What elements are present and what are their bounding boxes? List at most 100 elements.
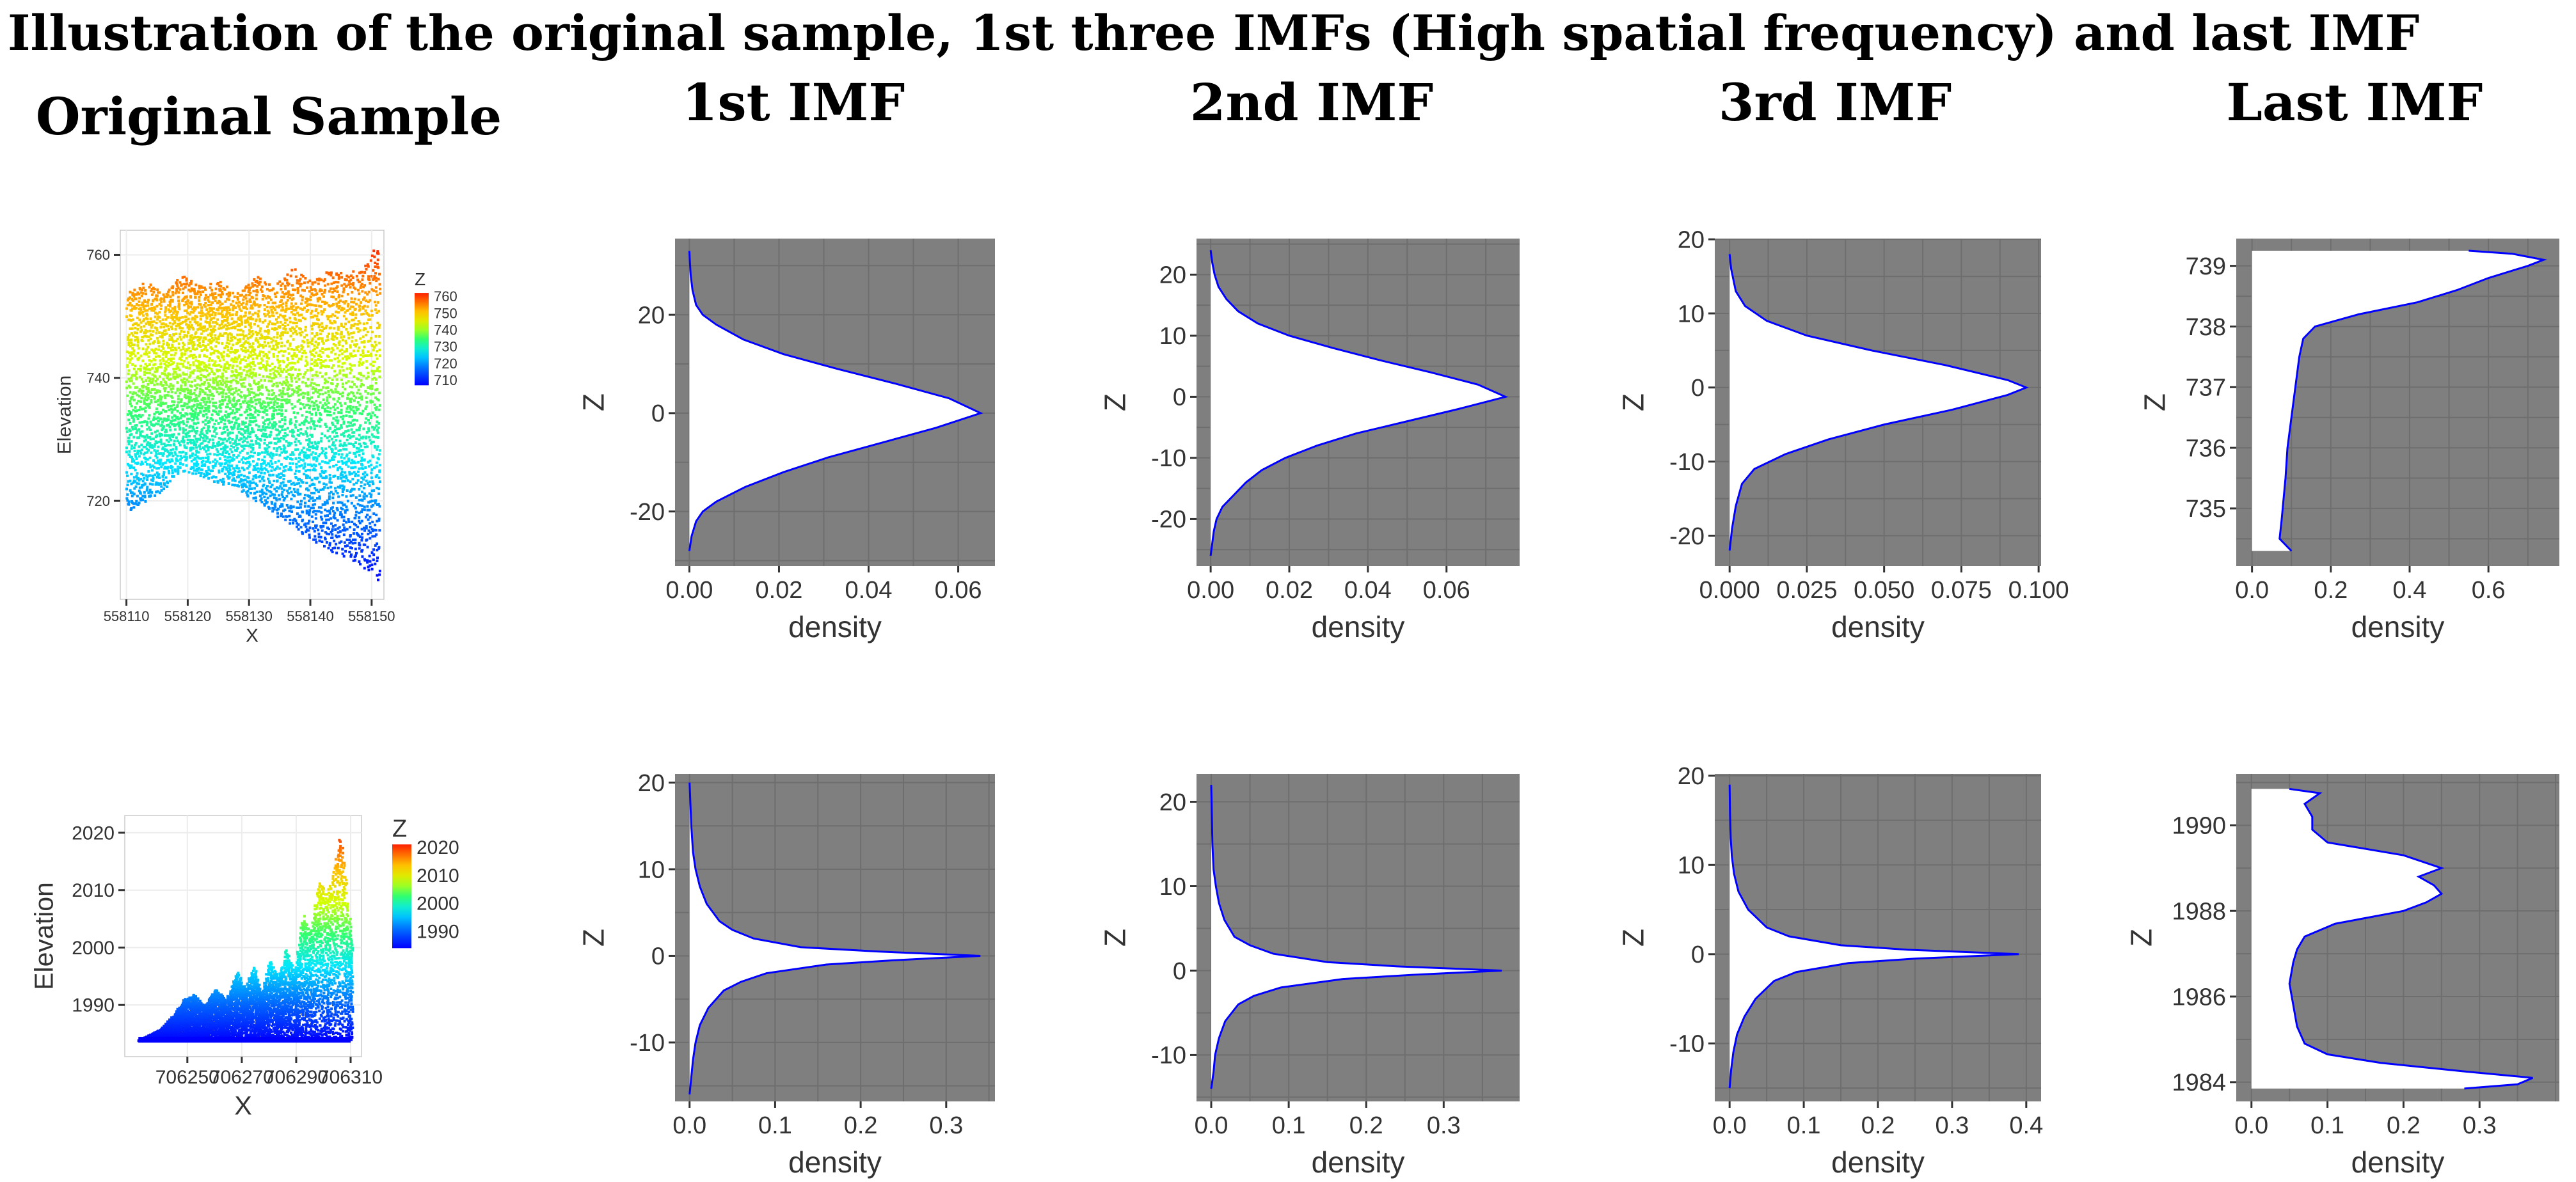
- scatter-point: [294, 457, 298, 461]
- scatter-point: [160, 485, 163, 488]
- scatter-point: [298, 398, 301, 402]
- scatter-point: [138, 445, 141, 448]
- scatter-point: [314, 477, 317, 480]
- scatter-point: [248, 445, 251, 448]
- scatter-point: [307, 505, 310, 508]
- scatter-point: [218, 284, 221, 287]
- scatter-point: [250, 397, 253, 400]
- scatter-point: [313, 401, 316, 404]
- scatter-point: [344, 444, 347, 447]
- scatter-point: [201, 290, 204, 294]
- scatter-point: [214, 336, 217, 340]
- scatter-point: [306, 363, 309, 366]
- scatter-point: [145, 443, 148, 446]
- scatter-point: [260, 402, 264, 406]
- scatter-point: [133, 487, 136, 490]
- scatter-point: [287, 468, 290, 471]
- scatter-point: [277, 372, 280, 375]
- scatter-point: [369, 500, 372, 503]
- scatter-point: [163, 487, 166, 491]
- scatter-point: [251, 416, 255, 419]
- scatter-point: [244, 365, 248, 368]
- scatter-point: [151, 464, 154, 468]
- scatter-point: [319, 453, 322, 456]
- scatter-point: [195, 437, 198, 441]
- scatter-point: [304, 301, 307, 304]
- scatter-point: [143, 494, 147, 498]
- scatter-point: [358, 453, 361, 457]
- scatter-point: [322, 488, 325, 491]
- scatter-point: [330, 282, 333, 285]
- scatter-point: [292, 304, 295, 308]
- scatter-point: [349, 278, 353, 281]
- scatter-point: [218, 327, 221, 330]
- scatter-point: [169, 444, 172, 447]
- scatter-point: [367, 375, 370, 378]
- scatter-point: [305, 297, 308, 301]
- scatter-point: [255, 382, 258, 386]
- scatter-point: [136, 336, 139, 339]
- scatter-point: [167, 440, 170, 443]
- scatter-point: [159, 397, 162, 400]
- scatter-point: [314, 289, 317, 292]
- scatter-point: [306, 427, 309, 430]
- scatter-point: [199, 407, 202, 410]
- scatter-point: [214, 311, 217, 315]
- scatter-point: [281, 333, 284, 336]
- scatter-point: [273, 503, 276, 507]
- scatter-point: [331, 492, 335, 496]
- scatter-point: [330, 274, 333, 277]
- scatter-point: [366, 546, 369, 549]
- scatter-point: [288, 317, 291, 320]
- scatter-point: [172, 367, 175, 370]
- scatter-point: [159, 320, 162, 323]
- scatter-point: [248, 432, 251, 436]
- scatter-point: [205, 432, 209, 435]
- scatter-point: [298, 350, 301, 353]
- scatter-point: [293, 517, 296, 521]
- scatter-point: [260, 471, 263, 475]
- scatter-point: [242, 478, 245, 482]
- scatter-point: [310, 464, 314, 468]
- scatter-point: [235, 407, 238, 411]
- scatter-point: [176, 338, 179, 341]
- scatter-point: [293, 352, 296, 355]
- scatter-point: [178, 441, 181, 445]
- scatter-point: [322, 295, 326, 298]
- scatter-point: [182, 422, 186, 425]
- scatter-point: [359, 372, 362, 375]
- scatter-point: [138, 375, 141, 379]
- scatter-point: [243, 377, 246, 380]
- scatter-point: [131, 294, 134, 297]
- scatter-point: [287, 340, 290, 343]
- scatter-point: [174, 327, 177, 331]
- scatter-point: [346, 479, 349, 482]
- scatter-point: [362, 452, 365, 455]
- scatter-point: [339, 299, 342, 303]
- scatter-point: [281, 425, 284, 428]
- scatter-point: [248, 420, 251, 423]
- scatter-point: [375, 343, 378, 347]
- scatter-point: [258, 280, 262, 283]
- scatter-point: [265, 468, 268, 471]
- scatter-point: [322, 342, 325, 345]
- scatter-point: [246, 413, 250, 416]
- scatter-point: [193, 369, 196, 372]
- scatter-point: [150, 306, 154, 310]
- scatter-point: [273, 397, 276, 400]
- scatter-point: [205, 413, 208, 416]
- scatter-point: [376, 542, 379, 546]
- scatter-point: [301, 531, 304, 534]
- scatter-point: [157, 440, 161, 443]
- scatter-point: [221, 438, 225, 441]
- scatter-point: [258, 354, 261, 357]
- scatter-point: [152, 330, 155, 333]
- scatter-point: [327, 390, 330, 393]
- scatter-point: [362, 441, 365, 445]
- scatter-point: [306, 286, 309, 289]
- scatter-point: [324, 288, 327, 292]
- scatter-point: [335, 374, 338, 377]
- scatter-point: [249, 291, 252, 294]
- scatter-point: [283, 318, 287, 321]
- scatter-point: [328, 304, 331, 307]
